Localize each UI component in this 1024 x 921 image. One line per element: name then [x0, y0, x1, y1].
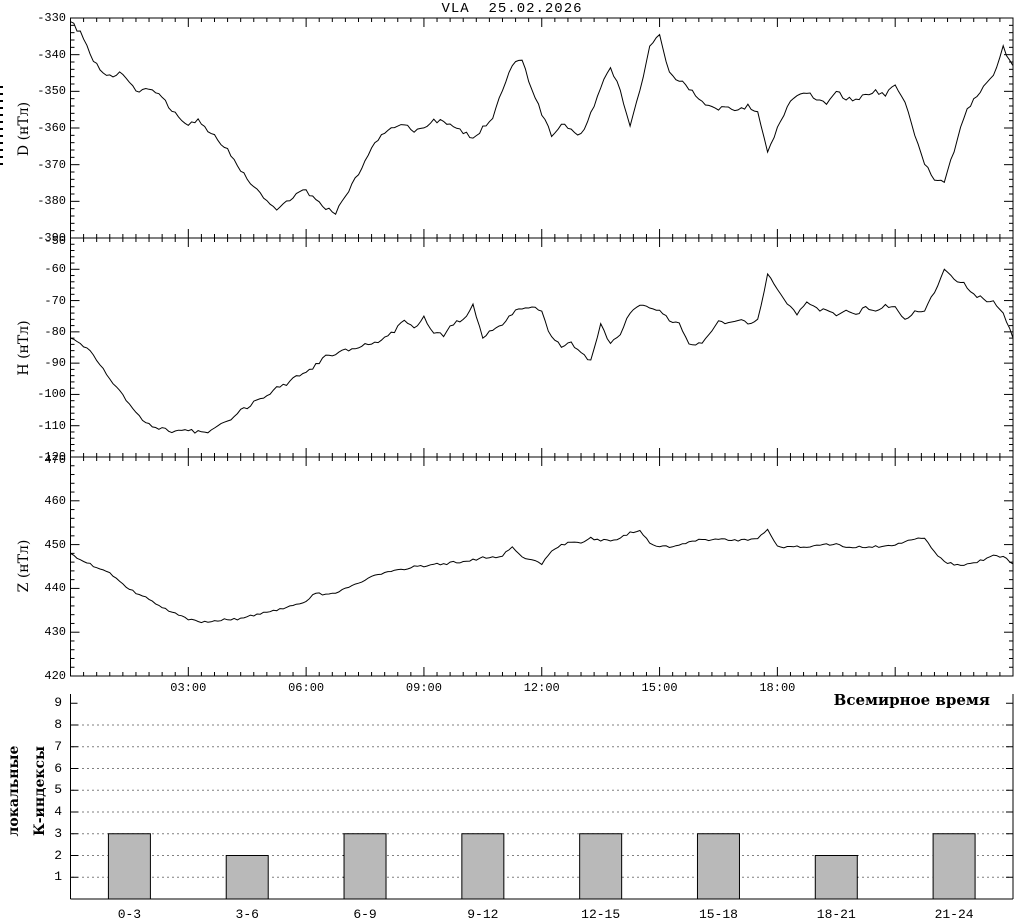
k-category-label: 18-21 — [816, 907, 856, 921]
y-tick-label-Z: 450 — [44, 537, 66, 552]
chart-title: VLA 25.02.2026 — [441, 1, 583, 17]
time-tick-label: 03:00 — [170, 681, 207, 695]
time-tick-label: 15:00 — [641, 681, 678, 695]
y-tick-label-Z: 460 — [44, 493, 66, 508]
y-tick-label-H: -120 — [37, 450, 66, 464]
y-tick-label-Z: 470 — [44, 453, 66, 467]
k-category-label: 15-18 — [698, 907, 738, 921]
y-tick-label-H: -50 — [44, 234, 66, 248]
k-bar-0-3 — [107, 833, 151, 900]
y-tick-label-D: -330 — [37, 11, 66, 25]
y-tick-label-D: -340 — [37, 47, 66, 62]
panel-frame-D — [70, 17, 1014, 239]
y-tick-label-D: -380 — [37, 194, 66, 209]
k-tick-label: 8 — [54, 717, 62, 732]
y-tick-label-H: -80 — [44, 324, 66, 339]
time-tick-label: 12:00 — [523, 681, 560, 695]
y-tick-label-H: -70 — [44, 293, 66, 308]
time-tick-label: 06:00 — [288, 681, 325, 695]
y-axis-label-k-outer: локальные — [6, 745, 22, 837]
y-tick-label-Z: 430 — [44, 625, 66, 640]
time-axis-caption: Всемирное время — [833, 691, 990, 709]
y-tick-label-D: -390 — [37, 231, 66, 245]
panel-frame-Z — [70, 456, 1014, 677]
k-category-label: 0-3 — [117, 907, 142, 921]
k-bar-6-9 — [343, 833, 387, 900]
k-category-label: 12-15 — [581, 907, 621, 921]
k-category-label: 21-24 — [934, 907, 974, 921]
k-tick-label: 9 — [54, 695, 62, 711]
k-tick-label: 4 — [54, 804, 62, 819]
time-tick-label: 18:00 — [759, 681, 796, 695]
k-bar-9-12 — [461, 833, 505, 900]
panel-frame-H — [70, 237, 1014, 458]
k-bar-3-6 — [225, 855, 269, 900]
k-category-label: 6-9 — [353, 907, 377, 921]
trace-H — [70, 268, 1014, 434]
k-tick-label: 1 — [54, 869, 62, 885]
y-tick-label-H: -110 — [37, 418, 66, 433]
y-tick-label-D: -360 — [37, 121, 66, 135]
k-bar-18-21 — [814, 855, 858, 900]
y-tick-label-H: -90 — [44, 356, 66, 371]
k-bar-12-15 — [579, 833, 623, 900]
y-tick-label-H: -60 — [44, 262, 66, 277]
k-tick-label: 2 — [54, 847, 62, 863]
k-tick-label: 5 — [54, 782, 62, 798]
time-tick-label: 09:00 — [405, 681, 442, 695]
y-tick-label-D: -370 — [37, 157, 66, 172]
trace-Z — [70, 528, 1014, 624]
k-tick-label: 7 — [54, 738, 62, 754]
y-tick-label-D: -350 — [37, 84, 66, 99]
k-category-label: 3-6 — [235, 907, 259, 921]
clipped-left-edge-text — [0, 86, 3, 170]
k-bar-21-24 — [932, 833, 976, 900]
k-tick-label: 6 — [54, 760, 62, 776]
y-axis-label-h: H (нТл) — [16, 320, 32, 376]
y-axis-label-z: Z (нТл) — [16, 539, 32, 593]
y-tick-label-H: -100 — [37, 387, 66, 402]
k-tick-label: 3 — [54, 825, 62, 841]
k-category-label: 9-12 — [467, 907, 499, 921]
k-bar-15-18 — [696, 833, 740, 900]
y-tick-label-Z: 440 — [44, 581, 66, 596]
trace-D — [70, 21, 1014, 215]
y-tick-label-Z: 420 — [44, 669, 66, 683]
